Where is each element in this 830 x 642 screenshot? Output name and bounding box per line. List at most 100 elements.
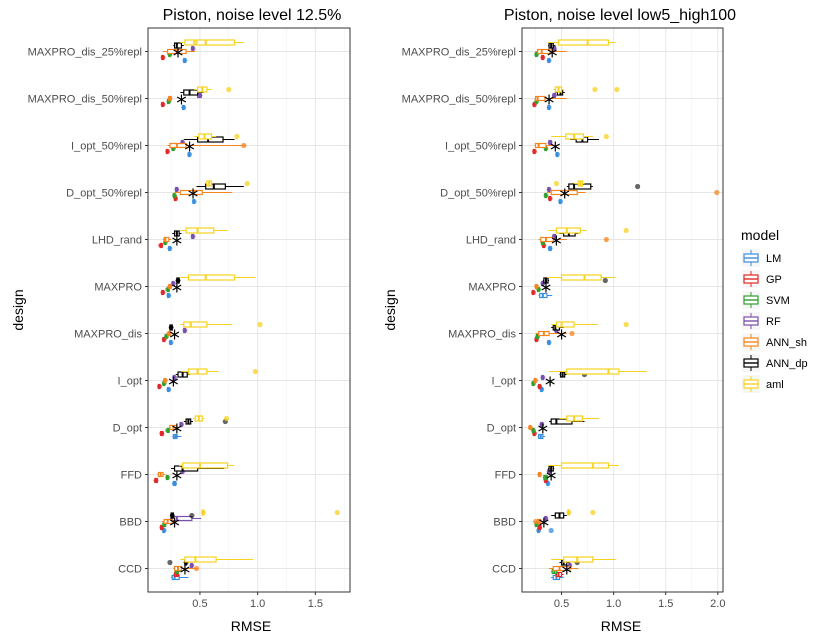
box-RF <box>539 421 545 428</box>
y-tick-label: CCD <box>492 564 516 576</box>
box-aml <box>180 274 256 281</box>
box-SVM <box>531 427 536 434</box>
mean-star-marker <box>169 329 180 340</box>
box-RF <box>197 92 203 99</box>
box-ANN_dp <box>175 277 181 284</box>
star-stroke <box>169 331 180 338</box>
box-body <box>205 183 226 190</box>
box-ANN_sh <box>162 377 168 384</box>
box-body <box>183 321 208 328</box>
box-LM <box>558 198 563 205</box>
box-GP <box>547 195 553 202</box>
box-body <box>534 95 546 102</box>
data-point <box>168 325 174 330</box>
box-body <box>557 39 610 46</box>
box-aml <box>553 180 585 187</box>
panel-title: Piston, noise level 12.5% <box>163 7 342 24</box>
box-aml <box>194 133 240 140</box>
y-axis-title: design <box>10 289 26 330</box>
star-stroke <box>547 49 557 56</box>
y-tick-label: I_opt <box>118 376 142 388</box>
box-GP <box>537 524 543 531</box>
star-stroke <box>169 519 180 526</box>
outlier-point <box>590 509 596 516</box>
box-aml <box>181 368 258 375</box>
star-stroke <box>538 425 548 432</box>
box-RF <box>182 327 188 334</box>
data-point <box>201 510 206 515</box>
box-body <box>185 227 215 234</box>
outlier-point <box>592 86 598 93</box>
star-stroke <box>560 190 570 197</box>
data-point <box>547 196 553 201</box>
x-tick-label: 2.0 <box>710 598 725 610</box>
box-aml <box>193 415 230 422</box>
outlier-point <box>623 227 629 234</box>
legend-label: aml <box>766 379 784 391</box>
box-LM <box>546 104 552 111</box>
box-RF <box>174 186 180 193</box>
data-point <box>539 422 545 427</box>
data-point <box>558 199 563 204</box>
star-stroke <box>168 378 179 385</box>
y-tick-label: FFD <box>495 470 516 482</box>
star-stroke <box>546 472 556 479</box>
panel-2: Piston, noise level low5_high100 MAXPRO_d… <box>382 7 736 634</box>
mean-star-marker <box>546 470 556 481</box>
data-point <box>555 152 560 157</box>
box-aml <box>559 415 600 422</box>
x-tick-label: 1.0 <box>250 598 265 610</box>
outlier-point <box>603 236 609 243</box>
box-aml <box>551 321 629 328</box>
box-GP <box>532 148 537 155</box>
x-axis-title: RMSE <box>231 618 271 634</box>
panel-frame <box>521 27 724 593</box>
box-LM <box>555 151 560 158</box>
outlier-point <box>635 183 641 190</box>
box-RF <box>540 374 546 381</box>
box-GP <box>160 101 166 108</box>
star-stroke <box>541 284 551 291</box>
box-LM <box>546 57 552 64</box>
box-ANN_sh <box>527 424 533 431</box>
box-ANN_sh <box>534 142 558 149</box>
box-GP <box>555 571 564 578</box>
box-body <box>187 274 236 281</box>
box-aml <box>205 180 250 187</box>
data-point <box>181 105 187 110</box>
outlier-point <box>623 321 629 328</box>
data-point <box>566 510 572 515</box>
box-body <box>540 236 554 243</box>
y-axis-title: design <box>382 289 398 330</box>
x-axis-title: RMSE <box>601 618 641 634</box>
box-GP <box>160 54 166 61</box>
y-tick-label: D_opt_50%repl <box>66 188 142 200</box>
data-point <box>165 475 171 480</box>
box-GP <box>160 289 166 296</box>
data-point <box>172 481 177 486</box>
box-body <box>560 462 610 469</box>
mean-star-marker <box>169 517 180 528</box>
box-ANN_dp <box>175 371 190 378</box>
box-LM <box>166 292 172 299</box>
data-point <box>546 105 552 110</box>
legend-label: LM <box>766 253 781 265</box>
data-point <box>537 384 543 389</box>
y-tick-label: D_opt <box>487 423 516 435</box>
data-point <box>167 284 173 289</box>
mean-star-marker <box>547 47 557 58</box>
mean-star-marker <box>176 94 187 105</box>
y-tick-label: MAXPRO <box>468 282 516 294</box>
data-point <box>170 281 176 286</box>
mean-star-marker <box>168 376 179 387</box>
legend-label: SVM <box>766 295 790 307</box>
box-body <box>563 556 594 563</box>
mean-star-marker <box>551 235 561 246</box>
outlier-point <box>553 180 559 187</box>
data-point <box>540 375 546 380</box>
box-ANN_sh <box>166 330 172 337</box>
box-RF <box>190 45 196 52</box>
y-tick-label: I_opt <box>492 376 516 388</box>
legend-item-lm: LM <box>742 249 781 267</box>
box-LM <box>547 245 553 252</box>
